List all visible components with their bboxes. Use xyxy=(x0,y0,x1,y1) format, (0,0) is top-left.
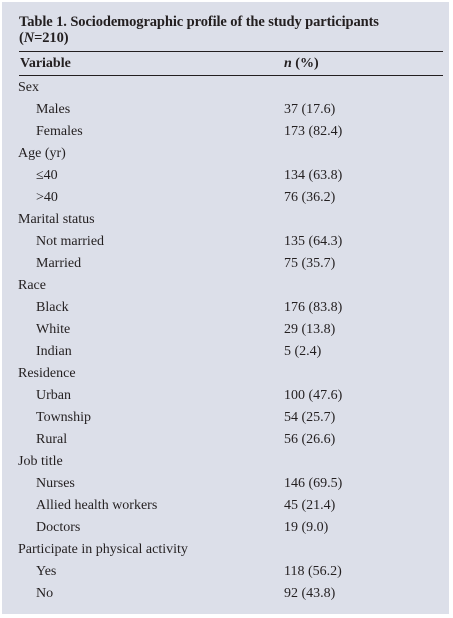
table-row: Doctors 19 (9.0) xyxy=(2,519,449,541)
table-row: Allied health workers 45 (21.4) xyxy=(2,497,449,519)
top-rule xyxy=(19,51,443,52)
table-row: >40 76 (36.2) xyxy=(2,189,449,211)
row-label: Urban xyxy=(36,388,71,403)
table-row: Married 75 (35.7) xyxy=(2,255,449,277)
row-value: 37 (17.6) xyxy=(284,102,336,117)
row-value: 5 (2.4) xyxy=(284,344,322,359)
row-value: 176 (83.8) xyxy=(284,300,343,315)
table-row: Urban 100 (47.6) xyxy=(2,387,449,409)
category-label: Residence xyxy=(18,366,76,381)
category-label: Sex xyxy=(18,80,39,95)
table-row: ≤40 134 (63.8) xyxy=(2,167,449,189)
table-category-row: Sex xyxy=(2,79,449,101)
table-row: Females 173 (82.4) xyxy=(2,123,449,145)
row-value: 118 (56.2) xyxy=(284,564,342,579)
row-label: Married xyxy=(36,256,82,271)
table-title-n-open: ( xyxy=(19,30,24,46)
table-row: Township 54 (25.7) xyxy=(2,409,449,431)
table-panel: Table 1. Sociodemographic profile of the… xyxy=(2,2,449,614)
column-header-percent: (%) xyxy=(291,56,319,71)
table-row: Not married 135 (64.3) xyxy=(2,233,449,255)
category-label: Age (yr) xyxy=(18,146,66,161)
column-header-variable: Variable xyxy=(20,56,71,71)
category-label: Participate in physical activity xyxy=(18,542,188,557)
category-label: Race xyxy=(18,278,46,293)
header-rule xyxy=(19,75,443,76)
row-value: 45 (21.4) xyxy=(284,498,336,513)
row-label: Township xyxy=(36,410,92,425)
row-value: 173 (82.4) xyxy=(284,124,343,139)
row-label: Doctors xyxy=(36,520,81,535)
row-value: 19 (9.0) xyxy=(284,520,329,535)
table-category-row: Race xyxy=(2,277,449,299)
row-value: 54 (25.7) xyxy=(284,410,336,425)
row-label: Indian xyxy=(36,344,72,359)
row-label: Not married xyxy=(36,234,105,249)
table-title: Table 1. Sociodemographic profile of the… xyxy=(19,14,439,46)
table-category-row: Marital status xyxy=(2,211,449,233)
row-label: Yes xyxy=(36,564,57,579)
row-value: 29 (13.8) xyxy=(284,322,336,337)
table-row: Black 176 (83.8) xyxy=(2,299,449,321)
table-title-n-value: =210) xyxy=(34,30,69,46)
row-value: 146 (69.5) xyxy=(284,476,343,491)
row-value: 75 (35.7) xyxy=(284,256,336,271)
row-value: 76 (36.2) xyxy=(284,190,336,205)
table-row: Males 37 (17.6) xyxy=(2,101,449,123)
table-body: Sex Males 37 (17.6) Females 173 (82.4) Age (y… xyxy=(2,79,449,607)
row-label: Allied health workers xyxy=(36,498,158,513)
row-value: 92 (43.8) xyxy=(284,586,336,601)
category-label: Job title xyxy=(18,454,63,469)
row-label: Rural xyxy=(36,432,68,447)
column-header-n-percent: n (%) xyxy=(284,56,319,72)
table-row: No 92 (43.8) xyxy=(2,585,449,607)
row-value: 100 (47.6) xyxy=(284,388,343,403)
table-category-row: Residence xyxy=(2,365,449,387)
table-category-row: Age (yr) xyxy=(2,145,449,167)
row-label: >40 xyxy=(36,190,58,205)
row-label: Females xyxy=(36,124,83,139)
column-header-n-symbol: n xyxy=(284,56,292,71)
table-row: Nurses 146 (69.5) xyxy=(2,475,449,497)
row-label: No xyxy=(36,586,54,601)
table-row: Yes 118 (56.2) xyxy=(2,563,449,585)
table-row: White 29 (13.8) xyxy=(2,321,449,343)
row-label: ≤40 xyxy=(36,168,58,183)
table-category-row: Job title xyxy=(2,453,449,475)
table-row: Indian 5 (2.4) xyxy=(2,343,449,365)
row-value: 56 (26.6) xyxy=(284,432,336,447)
row-label: Black xyxy=(36,300,69,315)
table-category-row: Participate in physical activity xyxy=(2,541,449,563)
table-title-main: Table 1. Sociodemographic profile of the… xyxy=(19,14,379,30)
row-label: Nurses xyxy=(36,476,75,491)
row-value: 134 (63.8) xyxy=(284,168,343,183)
row-label: White xyxy=(36,322,71,337)
table-title-n-symbol: N xyxy=(23,30,35,46)
table-row: Rural 56 (26.6) xyxy=(2,431,449,453)
row-label: Males xyxy=(36,102,71,117)
category-label: Marital status xyxy=(18,212,95,227)
row-value: 135 (64.3) xyxy=(284,234,343,249)
